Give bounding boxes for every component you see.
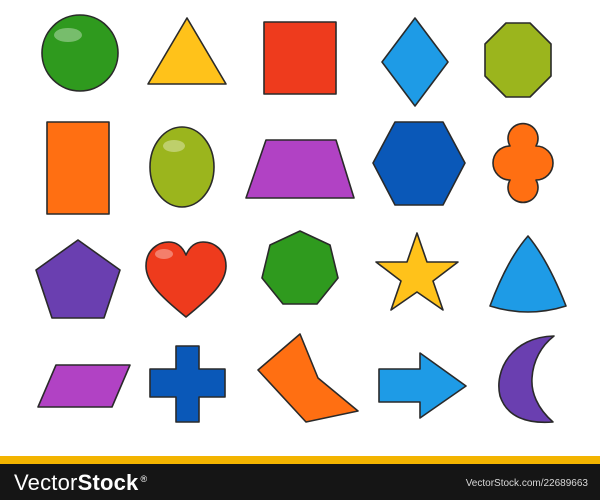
octagon-shape [484, 22, 552, 98]
trapezoid-shape [245, 139, 355, 199]
rhombus-shape [381, 17, 449, 107]
shapes-grid [35, 14, 567, 424]
hexagon-shape [372, 121, 466, 206]
watermark-logo: VectorStock ® [14, 470, 147, 496]
watermark-url: VectorStock.com/22689663 [465, 478, 588, 489]
triangle-shape [147, 17, 227, 85]
star-shape [375, 232, 459, 311]
arrow-shape [378, 352, 467, 419]
watermark-footer: VectorStock ® VectorStock.com/22689663 [0, 464, 600, 500]
heart-shape [145, 241, 227, 318]
rectangle-shape [46, 121, 110, 215]
brand-part-2: Stock [77, 470, 139, 495]
pentagon-shape [35, 239, 121, 319]
oval-shape [149, 126, 215, 208]
square-shape [263, 21, 337, 95]
crescent-shape [498, 335, 555, 424]
reuleaux-triangle-shape [489, 235, 567, 313]
brand-part-1: Vector [14, 470, 78, 495]
arrowhead-shape [257, 333, 359, 423]
circle-shape [41, 14, 119, 92]
footer-stripe [0, 456, 600, 464]
cross-shape [149, 345, 226, 423]
brand-mark: ® [140, 473, 148, 484]
quatrefoil-shape [492, 122, 554, 204]
heptagon-shape [261, 230, 339, 305]
parallelogram-shape [37, 364, 131, 408]
